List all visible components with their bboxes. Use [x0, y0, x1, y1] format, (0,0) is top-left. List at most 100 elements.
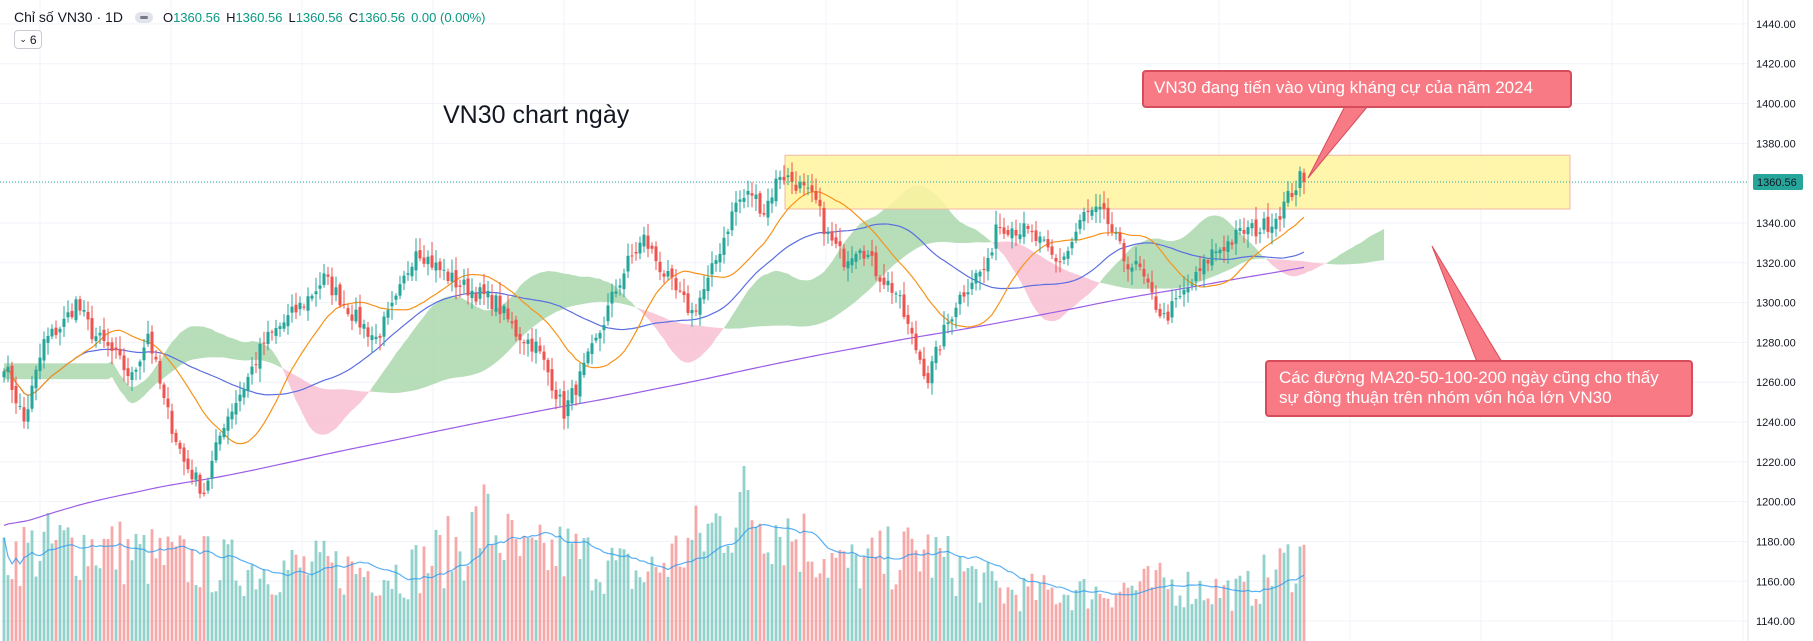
volume-bar	[658, 572, 662, 641]
cloud-segment	[60, 363, 64, 380]
candle	[1202, 254, 1206, 288]
volume-bar	[486, 493, 490, 641]
volume-bar	[478, 548, 482, 641]
candle	[846, 251, 850, 282]
volume-bar	[586, 537, 590, 641]
candle-body	[814, 191, 818, 200]
chevron-down-icon: ⌄	[19, 34, 27, 44]
volume-bar	[298, 567, 302, 641]
candle-body	[50, 328, 54, 337]
candle-body	[42, 339, 46, 361]
candle	[962, 285, 966, 303]
candle-body	[406, 273, 410, 275]
candle	[722, 226, 726, 264]
candle-body	[602, 325, 606, 331]
candle-body	[442, 269, 446, 271]
candle-body	[954, 307, 958, 318]
candle	[214, 429, 218, 463]
cloud-segment	[964, 223, 968, 244]
price-tick-label: 1320.00	[1756, 258, 1796, 270]
candle-body	[162, 384, 166, 399]
candle-body	[858, 250, 862, 254]
volume-bar	[1078, 581, 1082, 641]
candle	[1186, 274, 1190, 303]
candle-body	[482, 284, 486, 295]
candle	[874, 245, 878, 281]
volume-bar	[1274, 569, 1278, 641]
cloud-segment	[384, 365, 388, 393]
cloud-segment	[1164, 240, 1168, 289]
candle	[158, 354, 162, 390]
candle-body	[982, 268, 986, 271]
symbol-title[interactable]: Chỉ số VN30 · 1D	[14, 9, 123, 25]
candle	[1078, 214, 1082, 235]
ma-callout[interactable]: Các đường MA20-50-100-200 ngày cũng cho …	[1265, 360, 1693, 417]
volume-bar	[562, 576, 566, 641]
candle	[778, 170, 782, 189]
indicators-toggle[interactable]: ⌄ 6	[14, 30, 42, 49]
candle-body	[966, 292, 970, 295]
cloud-segment	[328, 389, 332, 434]
volume-bar	[746, 490, 750, 641]
candle-body	[266, 331, 270, 344]
ma20-line	[3, 191, 1305, 445]
volume-bar	[422, 546, 426, 641]
volume-bar	[242, 595, 246, 641]
candle-body	[1046, 239, 1050, 248]
volume-bar	[1186, 571, 1190, 641]
candle-body	[1274, 218, 1278, 230]
cloud-segment	[396, 348, 400, 393]
candle-body	[706, 277, 710, 292]
volume-bar	[462, 580, 466, 641]
candle	[342, 290, 346, 309]
volume-bar	[326, 555, 330, 641]
cloud-segment	[100, 363, 104, 380]
cloud-segment	[812, 277, 816, 326]
volume-bar	[398, 593, 402, 641]
resistance-callout[interactable]: VN30 đang tiến vào vùng kháng cự của năm…	[1142, 70, 1572, 108]
volume-bar	[1158, 562, 1162, 641]
candle	[62, 306, 66, 337]
cloud-segment	[1352, 245, 1356, 265]
cloud-segment	[1104, 272, 1108, 285]
cloud-segment	[148, 372, 152, 392]
volume-bar	[774, 525, 778, 641]
candle	[1022, 211, 1026, 245]
cloud-segment	[1336, 254, 1340, 265]
candle-body	[410, 266, 414, 277]
cloud-segment	[656, 314, 660, 335]
candle	[950, 316, 954, 335]
cloud-segment	[988, 238, 992, 243]
volume-bar	[1082, 579, 1086, 641]
candle	[702, 275, 706, 304]
volume-bar	[1098, 593, 1102, 641]
candle-body	[70, 310, 74, 318]
price-axis[interactable]: 1440.001420.001400.001380.001360.001340.…	[1756, 19, 1796, 628]
cloud-segment	[28, 363, 32, 380]
volume-bar	[170, 541, 174, 641]
candle	[166, 387, 170, 420]
volume-bar	[198, 587, 202, 641]
chart-annotation-title[interactable]: VN30 chart ngày	[443, 101, 630, 129]
candle	[750, 182, 754, 208]
volume-bar	[970, 566, 974, 641]
cloud-segment	[860, 221, 864, 298]
collapse-legend-icon[interactable]	[134, 11, 153, 23]
candle	[682, 278, 686, 303]
candle-body	[394, 295, 398, 300]
candle	[250, 356, 254, 385]
cloud-segment	[500, 304, 504, 360]
candle-body	[242, 389, 246, 398]
cloud-segment	[796, 278, 800, 327]
moving-averages	[3, 191, 1305, 527]
candle-body	[1226, 241, 1230, 252]
candle-body	[522, 342, 526, 344]
volume-bar	[938, 548, 942, 641]
candle-body	[502, 306, 506, 314]
candle	[478, 282, 482, 306]
volume-bar	[1026, 586, 1030, 641]
candle-body	[938, 349, 942, 351]
volume-bar	[654, 567, 658, 641]
candle	[398, 275, 402, 300]
